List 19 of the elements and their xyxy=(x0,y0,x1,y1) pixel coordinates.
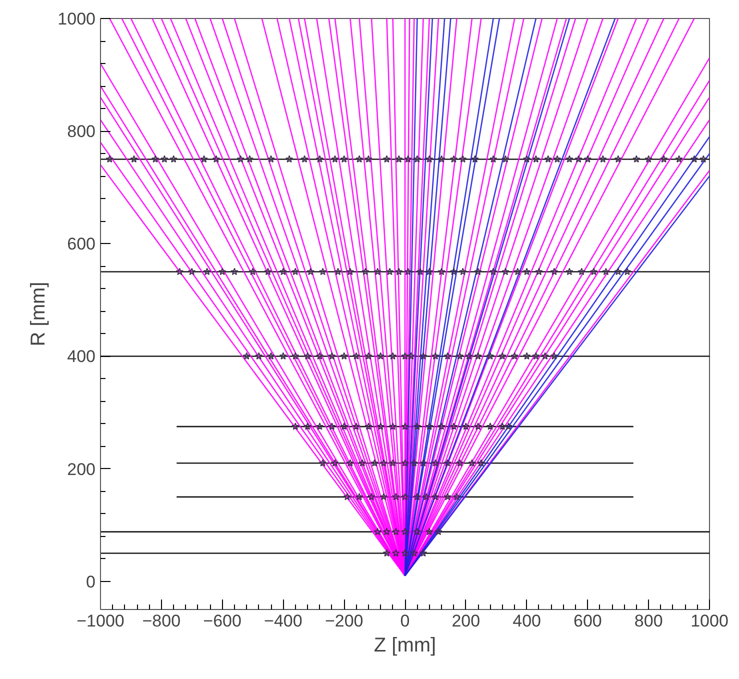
y-tick-label: 0 xyxy=(86,572,96,592)
y-tick-label: 200 xyxy=(67,460,96,479)
x-tick-label: 200 xyxy=(452,612,480,630)
x-tick-label: −600 xyxy=(203,612,242,630)
x-axis-title: Z [mm] xyxy=(374,634,436,656)
y-axis-title: R [mm] xyxy=(28,282,50,346)
x-tick-label: −800 xyxy=(142,612,181,630)
x-tick-label: 600 xyxy=(574,612,602,630)
x-tick-label: −200 xyxy=(324,612,364,630)
y-tick-label: 1000 xyxy=(58,10,96,28)
x-tick-label: 1000 xyxy=(690,612,728,630)
x-tick-label: 0 xyxy=(400,612,410,630)
y-tick-label: 600 xyxy=(67,234,96,254)
x-tick-label: 400 xyxy=(512,612,541,630)
y-tick-label: 800 xyxy=(67,122,96,142)
x-tick-label: −400 xyxy=(264,612,302,630)
x-tick-label: 800 xyxy=(634,612,663,630)
x-tick-label: −1000 xyxy=(76,612,124,630)
y-tick-label: 400 xyxy=(67,347,96,366)
